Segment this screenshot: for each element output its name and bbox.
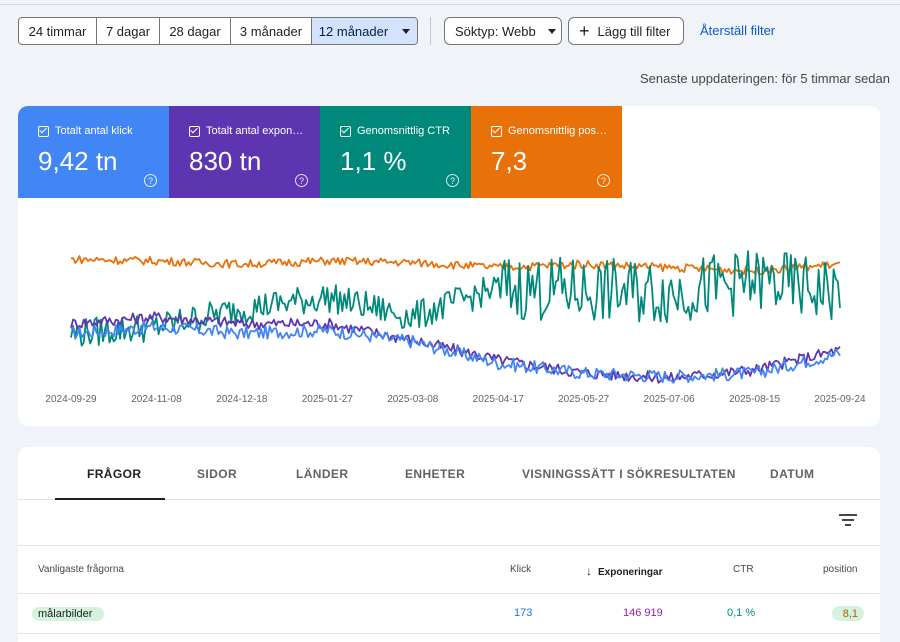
metric-ctr-label: Genomsnittlig CTR [357,125,450,137]
column-header-ctr[interactable]: CTR [733,564,754,575]
metric-clicks-label: Totalt antal klick [55,125,133,137]
x-tick-label: 2024-11-08 [131,394,182,405]
range-24h-button[interactable]: 24 timmar [19,18,97,44]
x-tick-label: 2025-04-17 [473,394,525,405]
x-tick-label: 2025-08-15 [729,394,781,405]
last-update-text: Senaste uppdateringen: för 5 timmar seda… [639,71,890,86]
x-tick-label: 2025-05-27 [558,394,610,405]
queries-table-card: FRÅGOR SIDOR LÄNDER ENHETER VISNINGSSÄTT… [18,447,880,642]
column-header-impressions-label: Exponeringar [598,567,663,578]
x-tick-label: 2025-09-24 [814,394,866,405]
help-icon[interactable]: ? [597,174,610,187]
tab-queries[interactable]: FRÅGOR [87,467,142,481]
metric-position-title: Genomsnittlig position [491,125,615,137]
ctr-cell: 0,1 % [727,607,756,619]
position-cell: 8,1 [832,606,864,621]
column-header-impressions[interactable]: ↓ Exponeringar [586,564,662,578]
checkbox-icon [491,125,502,137]
row-divider [18,593,880,594]
clicks-cell: 173 [514,607,533,619]
metric-clicks-card[interactable]: Totalt antal klick 9,42 tn ? [18,106,169,198]
series-line-0 [70,320,841,384]
top-divider [0,4,900,5]
metric-impressions-value: 830 tn [189,146,262,176]
range-12m-label: 12 månader [318,23,389,39]
column-header-clicks[interactable]: Klick [510,564,532,575]
caret-down-icon [402,28,411,34]
filter-icon[interactable] [838,511,858,527]
impressions-cell: 146 919 [623,607,663,619]
active-tab-indicator [55,498,165,500]
query-cell[interactable]: målarbilder [32,607,105,621]
search-type-label: Söktyp: Webb [455,23,536,39]
metric-clicks-value: 9,42 tn [38,146,118,176]
checkbox-icon [189,125,200,137]
tab-pages[interactable]: SIDOR [197,467,238,481]
toolbar-separator [430,17,431,45]
tab-devices[interactable]: ENHETER [405,467,466,481]
metric-ctr-value: 1,1 % [340,146,407,176]
performance-chart-card: Totalt antal klick 9,42 tn ? Totalt anta… [18,106,880,426]
add-filter-button[interactable]: + Lägg till filter [568,17,684,45]
series-line-3 [70,255,841,276]
row-divider [18,633,880,634]
add-filter-label: Lägg till filter [597,23,671,39]
metric-position-card[interactable]: Genomsnittlig position 7,3 ? [471,106,622,198]
help-icon[interactable]: ? [446,174,459,187]
metric-impressions-label: Totalt antal exponeringar [206,125,306,137]
metric-ctr-title: Genomsnittlig CTR [340,125,464,137]
tab-dates[interactable]: DATUM [770,467,815,481]
performance-line-chart[interactable]: 2024-09-29 2024-11-08 2024-12-18 2025-01-27… [18,198,880,426]
column-header-position[interactable]: position [823,564,858,575]
tab-search-appearance[interactable]: VISNINGSSÄTT I SÖKRESULTATEN [522,467,736,481]
table-header-divider [18,545,880,546]
range-12m-button[interactable]: 12 månader [312,18,417,44]
date-range-selector: 24 timmar 7 dagar 28 dagar 3 månader 12 … [18,17,418,45]
checkbox-icon [38,125,49,137]
column-header-query[interactable]: Vanligaste frågorna [38,564,124,575]
metric-clicks-title: Totalt antal klick [38,125,162,137]
dimension-tabs: FRÅGOR SIDOR LÄNDER ENHETER VISNINGSSÄTT… [18,447,880,500]
metric-impressions-title: Totalt antal exponeringar [189,125,313,137]
range-7d-button[interactable]: 7 dagar [97,18,160,44]
range-28d-button[interactable]: 28 dagar [160,18,231,44]
x-tick-label: 2025-01-27 [302,394,354,405]
x-tick-label: 2025-03-08 [387,394,439,405]
reset-filter-link[interactable]: Återställ filter [700,23,776,38]
metric-position-value: 7,3 [491,146,528,176]
metric-impressions-card[interactable]: Totalt antal exponeringar 830 tn ? [169,106,320,198]
checkbox-icon [340,125,351,137]
arrow-down-icon: ↓ [586,564,592,578]
x-tick-label: 2025-07-06 [644,394,696,405]
range-3m-button[interactable]: 3 månader [231,18,312,44]
search-type-filter[interactable]: Söktyp: Webb [444,17,562,45]
caret-down-icon [547,28,556,34]
x-tick-label: 2024-09-29 [45,394,97,405]
tab-countries[interactable]: LÄNDER [296,467,349,481]
help-icon[interactable]: ? [295,174,308,187]
help-icon[interactable]: ? [144,174,157,187]
plus-icon: + [579,21,590,41]
x-tick-label: 2024-12-18 [216,394,268,405]
metric-position-label: Genomsnittlig position [508,125,608,137]
metric-ctr-card[interactable]: Genomsnittlig CTR 1,1 % ? [320,106,471,198]
